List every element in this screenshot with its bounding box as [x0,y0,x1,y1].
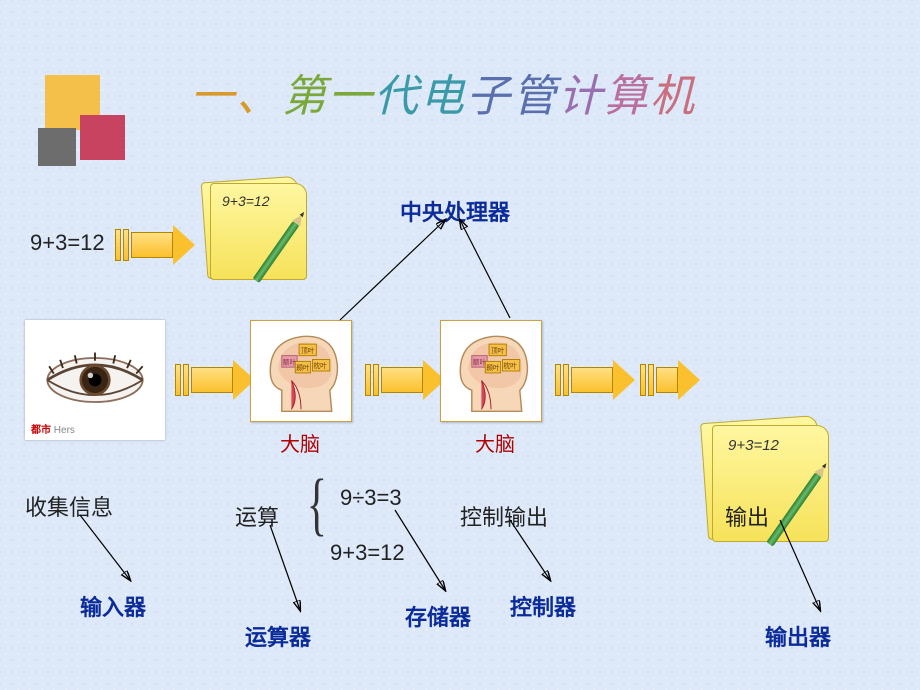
slide-stage: 一、第一代电子管计算机 9+3=12 9+3=12 中央处理器 都 [0,0,920,690]
thin-arrows-layer [0,0,920,690]
